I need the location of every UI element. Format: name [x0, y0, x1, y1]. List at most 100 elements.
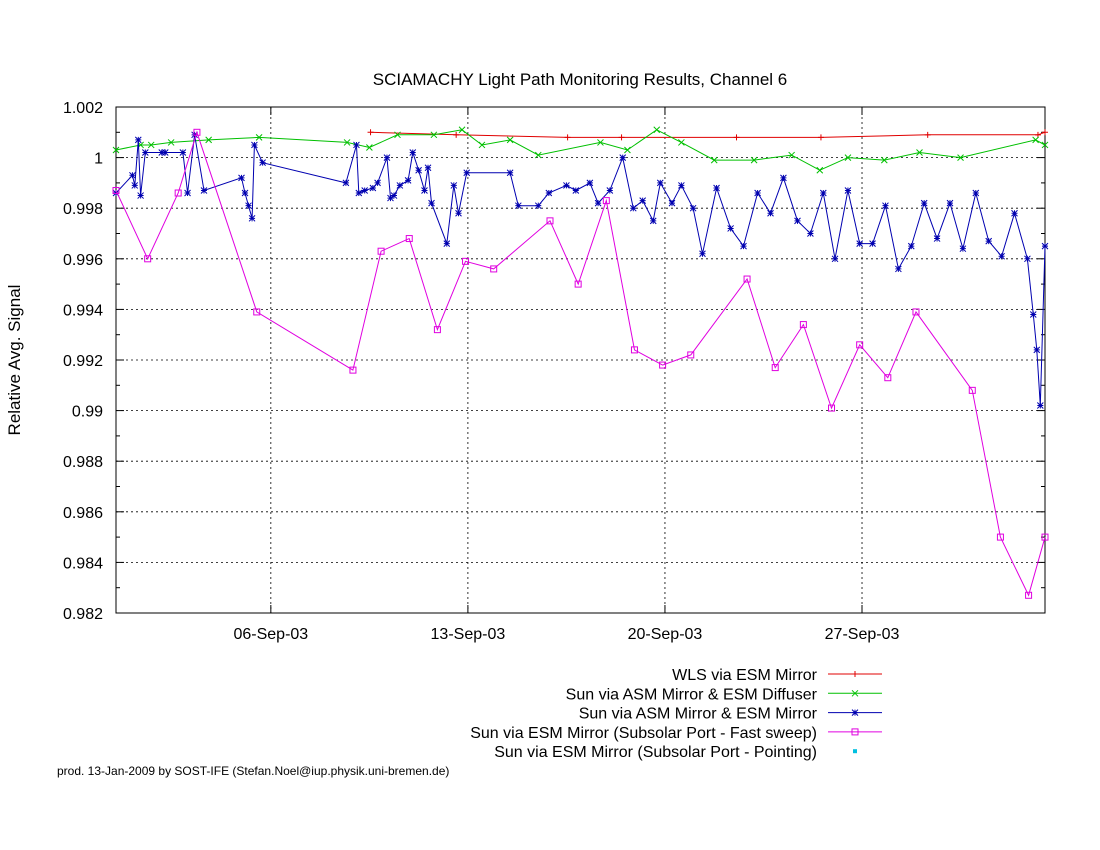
data-point [443, 240, 451, 247]
data-point [689, 204, 697, 212]
data-point [985, 237, 993, 245]
data-point [594, 199, 602, 207]
data-point [259, 159, 266, 167]
data-point [606, 187, 614, 194]
data-point [649, 217, 657, 225]
legend-label: WLS via ESM Mirror [672, 667, 818, 684]
data-point [184, 189, 191, 197]
axis-ticks: 0.982 0.984 0.986 0.988 0.99 0.992 0.994 0.996 0… [63, 100, 1045, 643]
data-point [733, 134, 740, 141]
data-point [687, 351, 695, 359]
data-point [1024, 255, 1031, 263]
data-point [238, 174, 245, 182]
legend-label: Sun via ASM Mirror & ESM Mirror [579, 706, 818, 723]
data-point [1042, 129, 1048, 136]
data-point [369, 184, 377, 192]
data-point [251, 141, 258, 149]
data-point [1036, 402, 1044, 409]
y-tick-label: 1.002 [63, 100, 103, 117]
data-point [248, 214, 256, 222]
data-point [453, 131, 460, 138]
data-point [134, 136, 142, 144]
y-tick-label: 0.986 [63, 505, 103, 522]
data-point [597, 139, 604, 146]
y-axis-label: Relative Avg. Signal [5, 285, 24, 436]
data-point [421, 187, 428, 194]
data-point [678, 139, 685, 146]
data-point [807, 230, 814, 237]
data-point [844, 154, 852, 161]
data-point [179, 149, 187, 156]
data-point [740, 242, 747, 250]
data-point [131, 182, 139, 189]
data-point [574, 280, 582, 288]
y-tick-label: 0.99 [72, 404, 103, 421]
data-point [771, 364, 779, 372]
data-point [514, 202, 522, 210]
legend: WLS via ESM Mirror Sun via ASM Mirror & E… [470, 667, 882, 761]
data-point [856, 240, 864, 247]
data-point [1011, 209, 1018, 217]
data-point [424, 164, 432, 172]
data-point [506, 136, 514, 144]
data-point [355, 189, 363, 197]
data-point [794, 217, 801, 225]
x-tick-label: 13-Sep-03 [431, 626, 506, 643]
data-point [912, 308, 920, 316]
data-point [404, 177, 412, 184]
data-point [699, 250, 706, 258]
data-point [506, 169, 514, 177]
data-point [144, 255, 152, 263]
data-point [241, 189, 249, 197]
data-point [450, 182, 458, 189]
data-point [856, 341, 864, 349]
data-point [167, 139, 175, 146]
data-point [880, 156, 888, 164]
data-point [618, 134, 625, 141]
data-point [478, 141, 486, 149]
data-point [895, 265, 902, 273]
data-point [656, 179, 664, 187]
y-tick-label: 0.984 [63, 555, 103, 572]
x-tick-label: 20-Sep-03 [628, 626, 703, 643]
data-point [245, 202, 252, 210]
data-point [564, 134, 571, 141]
data-point [349, 366, 357, 374]
y-tick-label: 1 [94, 151, 103, 168]
data-point [158, 149, 166, 156]
data-point [713, 184, 720, 192]
data-point [1033, 346, 1041, 354]
data-point [819, 189, 827, 197]
series-3 [112, 131, 1049, 409]
data-point [1034, 131, 1041, 138]
data-point [619, 154, 627, 161]
data-point [409, 149, 417, 156]
data-point [534, 202, 542, 210]
data-point [255, 134, 263, 141]
x-tick-label: 27-Sep-03 [825, 626, 900, 643]
data-point [780, 174, 787, 182]
series-2 [112, 126, 1049, 174]
data-point [624, 146, 631, 154]
data-point [383, 154, 391, 161]
data-point [884, 374, 892, 382]
plot-frame [115, 106, 1046, 614]
data-point [253, 308, 261, 316]
data-point [366, 144, 373, 151]
data-point [387, 194, 394, 202]
data-point [405, 235, 413, 243]
data-point [147, 141, 155, 149]
data-point [415, 166, 422, 174]
data-point [353, 141, 360, 149]
data-point [630, 346, 638, 354]
data-point [174, 189, 182, 197]
data-point [968, 386, 976, 394]
x-tick-label: 06-Sep-03 [233, 626, 308, 643]
data-point [639, 197, 647, 204]
data-point [1041, 533, 1049, 541]
legend-label: Sun via ESM Mirror (Subsolar Port - Poin… [494, 744, 817, 761]
data-point [972, 189, 980, 197]
y-tick-label: 0.994 [63, 302, 103, 319]
data-point [112, 186, 120, 194]
legend-marker [853, 749, 857, 754]
